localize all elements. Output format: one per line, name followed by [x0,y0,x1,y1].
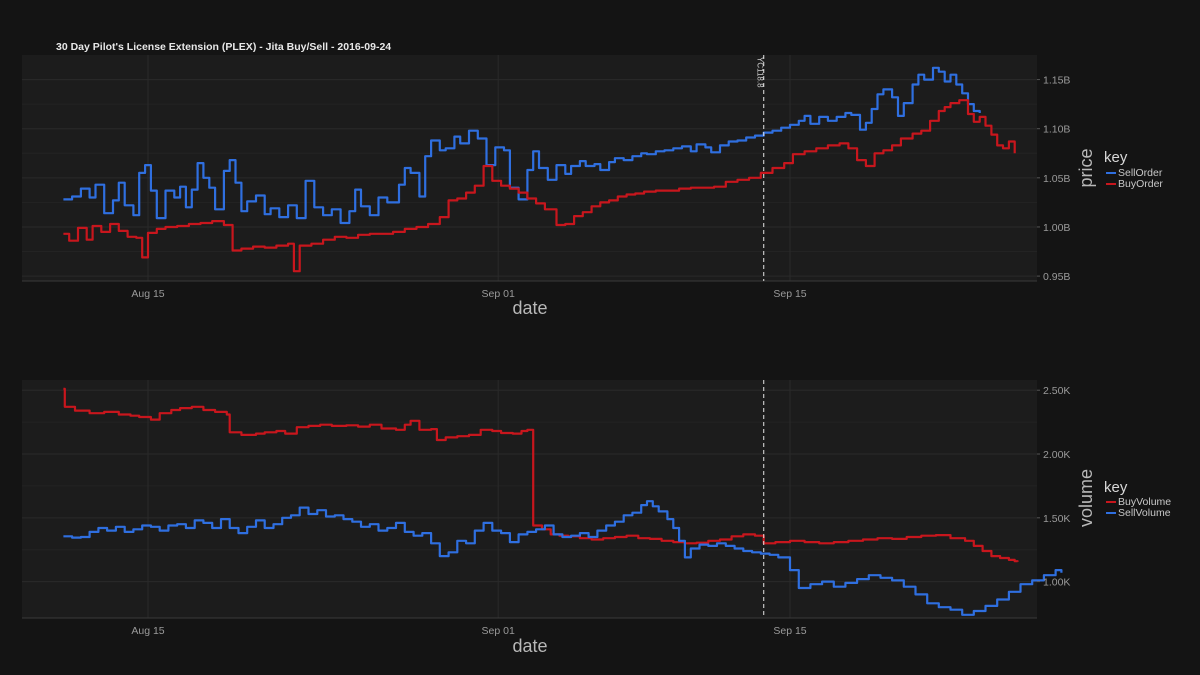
x-tick-label: Aug 15 [131,625,164,637]
volume-y-axis-label: volume [1076,469,1096,527]
x-tick-label: Sep 15 [773,625,806,637]
price-legend-title: key [1104,149,1128,166]
y-tick-label: 1.05B [1043,173,1070,185]
legend-label-sellorder: SellOrder [1118,167,1163,179]
price-plot-panel [22,55,1037,281]
series-line-buyvolume [63,387,1019,563]
y-tick-label: 1.50K [1043,513,1070,525]
y-tick-label: 1.15B [1043,75,1070,87]
series-line-sellvolume [63,500,1063,616]
x-tick-label: Sep 15 [773,288,806,300]
y-tick-label: 1.10B [1043,124,1070,136]
x-tick-label: Aug 15 [131,288,164,300]
volume-legend-title: key [1104,479,1128,496]
price-y-ticks: 0.95B 1.00B 1.05B 1.10B 1.15B [1037,75,1070,283]
volume-plot-panel [22,380,1037,618]
price-y-axis-label: price [1076,148,1096,187]
price-gridlines [22,55,1037,282]
legend-label-buyvolume: BuyVolume [1118,496,1171,508]
volume-x-axis-label: date [512,636,547,656]
y-tick-label: 2.50K [1043,385,1070,397]
volume-series [63,387,1063,616]
volume-y-ticks: 1.00K 1.50K 2.00K 2.50K [1037,385,1070,589]
series-line-buyorder [63,99,1016,273]
price-event-marker: YC118.8 [756,55,765,281]
event-marker-label: YC118.8 [756,57,765,88]
volume-gridlines [22,380,1037,619]
legend-label-buyorder: BuyOrder [1118,178,1163,190]
x-tick-label: Sep 01 [482,625,515,637]
price-legend: key SellOrder BuyOrder [1104,149,1163,190]
chart-title: 30 Day Pilot's License Extension (PLEX) … [56,41,391,53]
price-x-ticks: Aug 15 Sep 01 Sep 15 [131,288,806,300]
y-tick-label: 2.00K [1043,449,1070,461]
price-series [63,66,1016,273]
x-tick-label: Sep 01 [482,288,515,300]
volume-x-ticks: Aug 15 Sep 01 Sep 15 [131,625,806,637]
legend-label-sellvolume: SellVolume [1118,507,1171,519]
y-tick-label: 1.00K [1043,577,1070,589]
volume-legend: key BuyVolume SellVolume [1104,479,1171,519]
y-tick-label: 1.00B [1043,222,1070,234]
y-tick-label: 0.95B [1043,271,1070,283]
price-x-axis-label: date [512,298,547,318]
